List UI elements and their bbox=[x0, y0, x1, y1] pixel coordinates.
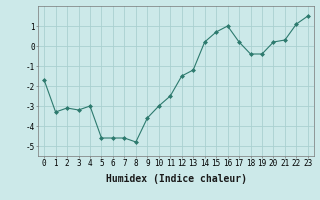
X-axis label: Humidex (Indice chaleur): Humidex (Indice chaleur) bbox=[106, 174, 246, 184]
